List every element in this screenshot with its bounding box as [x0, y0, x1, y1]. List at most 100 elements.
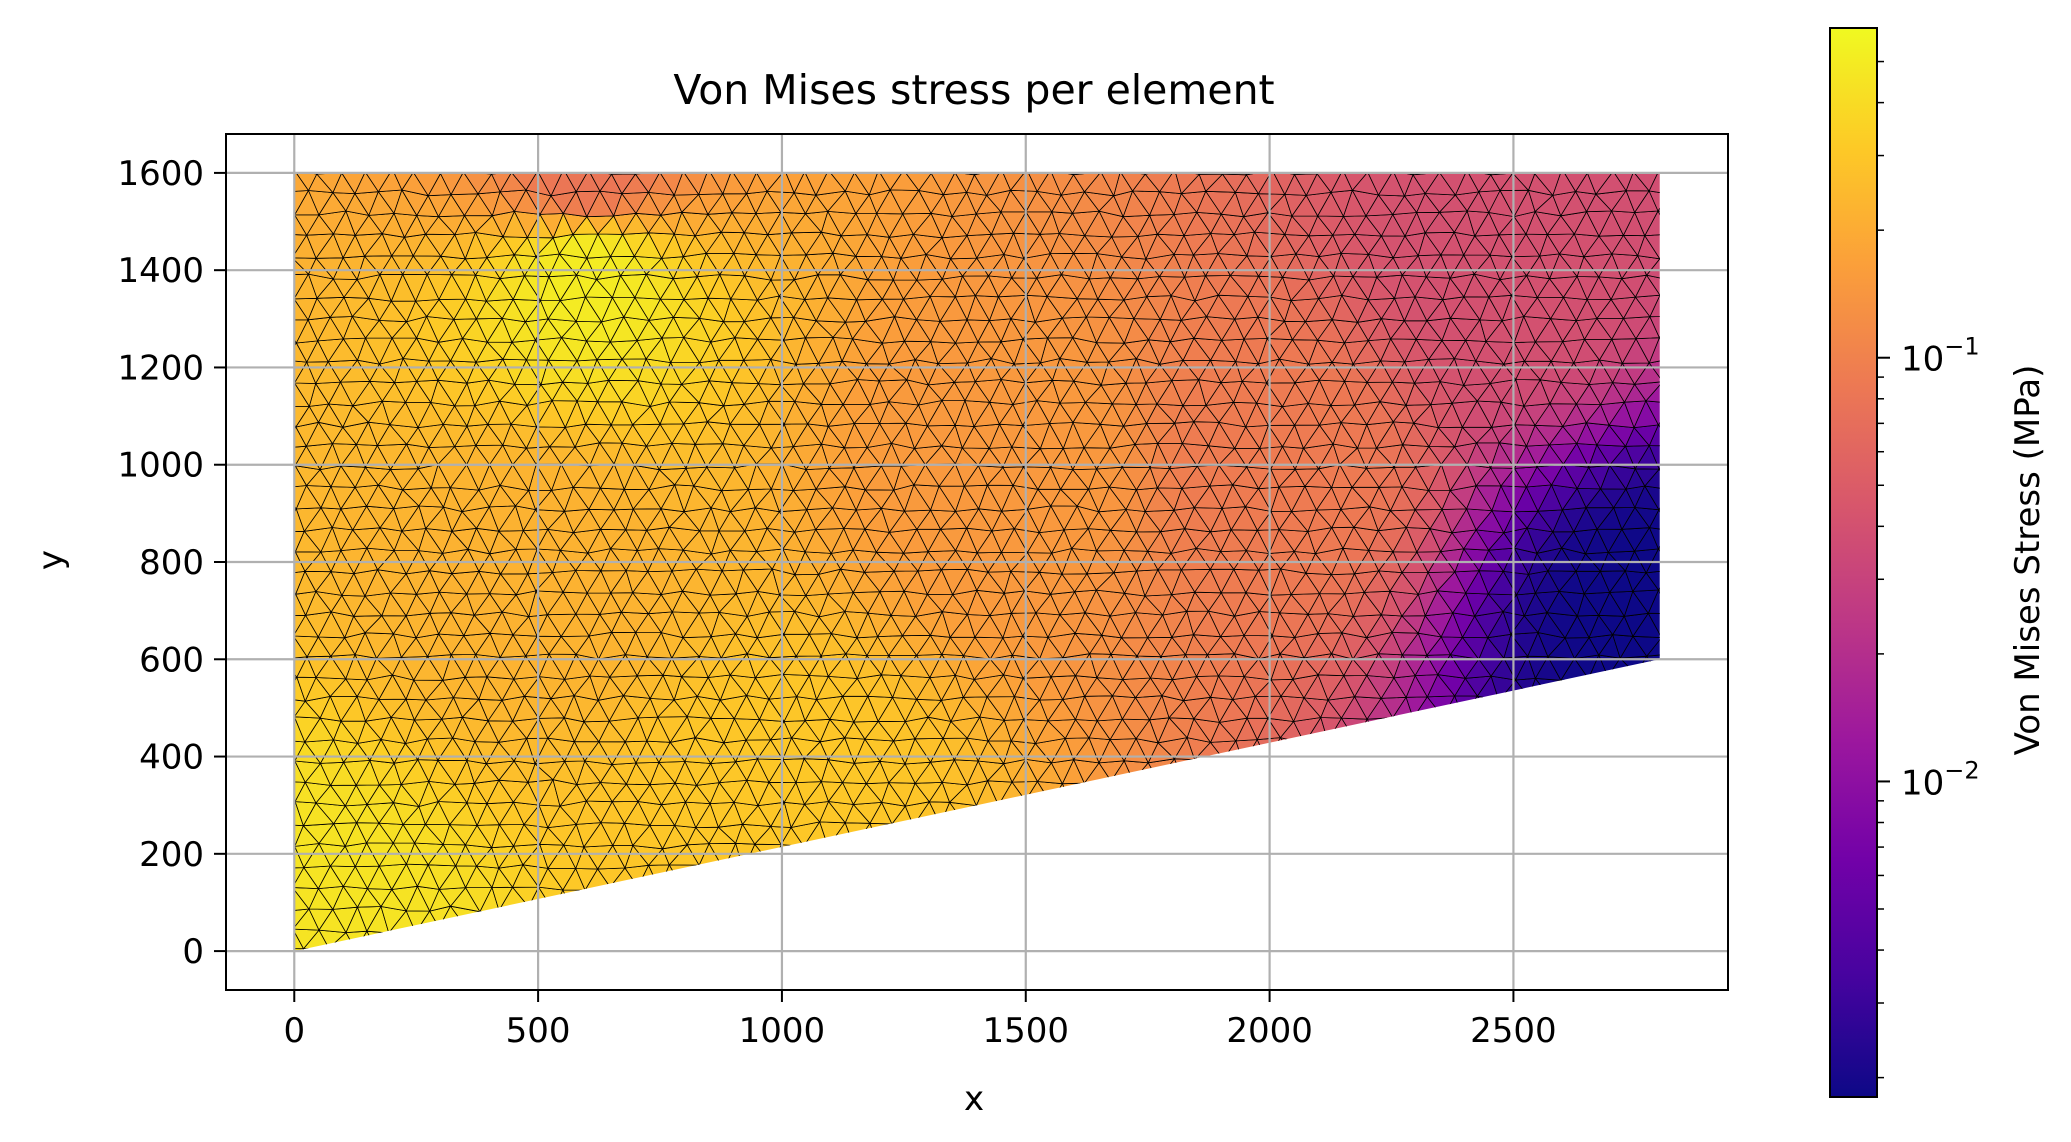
mesh-element	[1294, 127, 1321, 151]
mesh-element	[1551, 824, 1574, 845]
mesh-element	[1246, 910, 1268, 933]
mesh-element	[1663, 382, 1684, 404]
mesh-element	[843, 133, 867, 149]
mesh-element	[1343, 909, 1370, 934]
mesh-element	[1049, 911, 1076, 933]
mesh-element	[1478, 886, 1503, 911]
mesh-element	[1659, 233, 1660, 260]
mesh-element	[1345, 129, 1366, 149]
mesh-element	[805, 153, 829, 172]
mesh-element	[416, 128, 440, 152]
mesh-element	[1514, 759, 1541, 781]
mesh-element	[1062, 950, 1089, 952]
mesh-element	[1658, 468, 1660, 491]
mesh-element	[1197, 867, 1224, 891]
mesh-element	[513, 128, 535, 154]
mesh-element	[1295, 864, 1320, 889]
mesh-element	[659, 172, 684, 196]
mesh-element	[1661, 802, 1682, 826]
mesh-element	[1584, 928, 1613, 952]
mesh-element	[1369, 784, 1389, 804]
mesh-element	[316, 172, 343, 175]
mesh-element	[1096, 800, 1122, 827]
mesh-element	[1024, 827, 1050, 849]
mesh-element	[466, 954, 490, 975]
mesh-element	[694, 950, 724, 952]
mesh-element	[1661, 865, 1681, 889]
mesh-element	[598, 908, 622, 930]
mesh-element	[844, 865, 866, 891]
mesh-element	[1590, 128, 1614, 148]
mesh-element	[1588, 676, 1609, 701]
mesh-element	[781, 128, 804, 148]
mesh-element	[1415, 865, 1442, 890]
mesh-element	[1534, 172, 1563, 175]
mesh-element	[648, 864, 670, 890]
mesh-element	[1357, 148, 1378, 172]
mesh-element	[1148, 846, 1173, 870]
mesh-element	[929, 865, 953, 887]
mesh-element	[294, 359, 296, 384]
mesh-element	[1405, 906, 1429, 930]
mesh-element	[487, 128, 513, 154]
mesh-element	[735, 908, 758, 933]
mesh-element	[1120, 780, 1149, 806]
mesh-element	[1672, 152, 1698, 174]
mesh-element	[1107, 824, 1134, 847]
mesh-element	[1538, 783, 1564, 804]
mesh-element	[1513, 909, 1536, 933]
mesh-element	[1575, 949, 1599, 952]
mesh-element	[1658, 530, 1660, 550]
mesh-element	[1658, 424, 1660, 447]
mesh-element	[1083, 888, 1114, 913]
mesh-element	[1122, 950, 1151, 952]
mesh-element	[498, 927, 525, 951]
mesh-element	[1381, 803, 1405, 828]
mesh-element	[1305, 759, 1331, 786]
mesh-element	[918, 128, 942, 153]
mesh-element	[1001, 149, 1027, 170]
colorbar-tick-label: 10−2	[1901, 756, 1980, 803]
mesh-element	[1534, 928, 1561, 952]
mesh-element	[1645, 153, 1672, 171]
mesh-element	[1073, 172, 1102, 176]
mesh-element	[453, 949, 478, 952]
mesh-element	[1671, 316, 1698, 342]
mesh-element	[1035, 864, 1061, 890]
mesh-element	[1671, 530, 1698, 548]
mesh-element	[1491, 821, 1514, 849]
mesh-element	[1656, 697, 1660, 720]
mesh-element	[1234, 806, 1257, 827]
mesh-element	[1072, 826, 1102, 846]
mesh-element	[1538, 884, 1563, 912]
mesh-element	[1560, 741, 1585, 763]
mesh-element	[1524, 720, 1552, 741]
mesh-element	[1442, 906, 1466, 931]
mesh-element	[1560, 759, 1585, 785]
mesh-element	[794, 885, 821, 907]
mesh-element	[1635, 674, 1660, 700]
mesh-element	[1185, 910, 1212, 933]
y-tick-label: 1200	[117, 348, 204, 388]
mesh-element	[1281, 864, 1307, 889]
mesh-element	[1622, 779, 1649, 803]
mesh-element	[780, 885, 805, 907]
mesh-element	[1474, 129, 1504, 152]
mesh-element	[269, 234, 292, 258]
mesh-element	[425, 927, 455, 951]
mesh-element	[1662, 912, 1685, 933]
mesh-element	[1208, 172, 1234, 175]
mesh-element	[294, 406, 297, 428]
mesh-element	[1368, 884, 1394, 908]
mesh-element	[1157, 949, 1184, 952]
mesh-element	[572, 889, 600, 913]
mesh-element	[1308, 950, 1333, 952]
mesh-element	[1649, 527, 1660, 550]
mesh-element	[1439, 801, 1465, 825]
mesh-element	[1049, 931, 1076, 952]
mesh-element	[1266, 758, 1296, 782]
mesh-element	[720, 906, 748, 928]
mesh-element	[927, 128, 951, 153]
mesh-element	[1035, 907, 1061, 933]
